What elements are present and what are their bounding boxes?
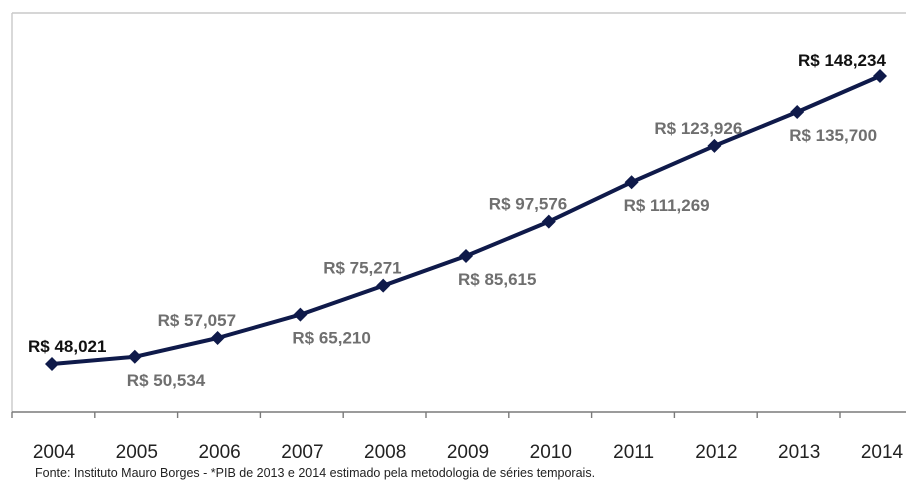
x-tick-label: 2010 bbox=[530, 442, 572, 463]
data-point-marker bbox=[459, 248, 473, 263]
x-tick-label: 2006 bbox=[198, 442, 240, 463]
x-axis-ticks bbox=[11, 412, 841, 418]
data-label: R$ 135,700 bbox=[789, 126, 877, 145]
x-axis-tick-labels: 2004 2005 2006 2007 2008 2009 2010 2011 2012 2013… bbox=[33, 442, 904, 463]
data-label: R$ 75,271 bbox=[323, 259, 401, 278]
data-point-marker bbox=[45, 357, 59, 371]
data-point-marker bbox=[376, 278, 391, 293]
data-label: R$ 123,926 bbox=[654, 119, 742, 138]
x-tick-label: 2013 bbox=[778, 442, 820, 463]
x-tick-label: 2009 bbox=[447, 442, 489, 463]
data-label: R$ 48,021 bbox=[28, 337, 106, 356]
data-label: R$ 57,057 bbox=[158, 311, 236, 330]
data-point-marker bbox=[210, 331, 225, 346]
chart-frame bbox=[11, 12, 906, 412]
data-label: R$ 50,534 bbox=[127, 371, 206, 390]
data-labels: R$ 48,021 R$ 50,534 R$ 57,057 R$ 65,210 R$ 7… bbox=[28, 51, 886, 390]
x-tick-label: 2005 bbox=[116, 442, 158, 463]
data-label: R$ 65,210 bbox=[292, 329, 370, 348]
data-point-marker bbox=[707, 138, 722, 153]
data-point-marker bbox=[541, 214, 556, 229]
x-tick-label: 2004 bbox=[33, 442, 76, 463]
data-point-marker bbox=[624, 175, 639, 190]
source-note: Fonte: Instituto Mauro Borges - *PIB de … bbox=[35, 466, 595, 480]
x-tick-label: 2011 bbox=[613, 442, 654, 463]
x-tick-label: 2012 bbox=[695, 442, 737, 463]
data-markers bbox=[45, 69, 887, 371]
x-tick-label: 2014 bbox=[861, 442, 904, 463]
data-label: R$ 97,576 bbox=[489, 195, 567, 214]
data-point-marker bbox=[293, 307, 308, 322]
data-label: R$ 111,269 bbox=[624, 196, 710, 215]
data-point-marker bbox=[127, 349, 142, 364]
data-label: R$ 85,615 bbox=[458, 270, 536, 289]
data-label: R$ 148,234 bbox=[798, 51, 886, 70]
x-tick-label: 2008 bbox=[364, 442, 406, 463]
data-point-marker bbox=[790, 105, 805, 120]
data-point-marker bbox=[873, 69, 887, 83]
x-tick-label: 2007 bbox=[281, 442, 323, 463]
